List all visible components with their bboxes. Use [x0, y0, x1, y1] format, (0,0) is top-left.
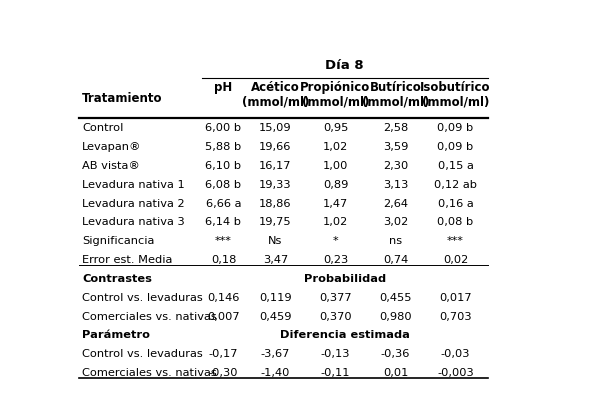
Text: 0,146: 0,146 [207, 293, 240, 303]
Text: 6,08 b: 6,08 b [206, 180, 241, 190]
Text: Diferencia estimada: Diferencia estimada [280, 330, 409, 340]
Text: Probabilidad: Probabilidad [303, 274, 386, 284]
Text: 18,86: 18,86 [259, 198, 291, 209]
Text: 1,00: 1,00 [323, 161, 348, 171]
Text: *: * [333, 236, 339, 246]
Text: -0,36: -0,36 [381, 349, 410, 359]
Text: -0,11: -0,11 [321, 368, 350, 378]
Text: -0,003: -0,003 [437, 368, 474, 378]
Text: Significancia: Significancia [82, 236, 154, 246]
Text: 6,66 a: 6,66 a [206, 198, 241, 209]
Text: Levadura nativa 2: Levadura nativa 2 [82, 198, 185, 209]
Text: 0,007: 0,007 [207, 312, 240, 322]
Text: Isobutírico
(mmol/ml): Isobutírico (mmol/ml) [420, 81, 491, 109]
Text: Control vs. levaduras: Control vs. levaduras [82, 349, 203, 359]
Text: -0,30: -0,30 [209, 368, 238, 378]
Text: 6,10 b: 6,10 b [206, 161, 241, 171]
Text: 0,12 ab: 0,12 ab [434, 180, 477, 190]
Text: Levapan®: Levapan® [82, 142, 141, 152]
Text: pH: pH [215, 81, 232, 93]
Text: Contrastes: Contrastes [82, 274, 152, 284]
Text: 1,02: 1,02 [323, 217, 348, 227]
Text: 19,33: 19,33 [259, 180, 291, 190]
Text: 0,377: 0,377 [319, 293, 352, 303]
Text: 0,455: 0,455 [379, 293, 412, 303]
Text: 0,980: 0,980 [379, 312, 412, 322]
Text: 2,30: 2,30 [383, 161, 408, 171]
Text: ns: ns [389, 236, 402, 246]
Text: 6,00 b: 6,00 b [206, 123, 241, 133]
Text: 0,09 b: 0,09 b [437, 123, 474, 133]
Text: -0,03: -0,03 [441, 349, 470, 359]
Text: 0,703: 0,703 [439, 312, 472, 322]
Text: 15,09: 15,09 [259, 123, 291, 133]
Text: 0,09 b: 0,09 b [437, 142, 474, 152]
Text: 16,17: 16,17 [259, 161, 291, 171]
Text: 0,02: 0,02 [443, 255, 468, 265]
Text: -0,17: -0,17 [209, 349, 238, 359]
Text: Butírico
(mmol/ml): Butírico (mmol/ml) [362, 81, 429, 109]
Text: Control vs. levaduras: Control vs. levaduras [82, 293, 203, 303]
Text: Control: Control [82, 123, 123, 133]
Text: Acético
(mmol/ml): Acético (mmol/ml) [242, 81, 309, 109]
Text: 0,370: 0,370 [319, 312, 352, 322]
Text: ***: *** [447, 236, 464, 246]
Text: ***: *** [215, 236, 232, 246]
Text: 0,459: 0,459 [259, 312, 291, 322]
Text: 0,017: 0,017 [439, 293, 472, 303]
Text: 19,66: 19,66 [259, 142, 291, 152]
Text: 2,58: 2,58 [383, 123, 408, 133]
Text: Levadura nativa 1: Levadura nativa 1 [82, 180, 185, 190]
Text: 1,47: 1,47 [323, 198, 348, 209]
Text: 0,15 a: 0,15 a [437, 161, 473, 171]
Text: 3,13: 3,13 [383, 180, 408, 190]
Text: 3,59: 3,59 [383, 142, 408, 152]
Text: 0,89: 0,89 [323, 180, 348, 190]
Text: 0,08 b: 0,08 b [437, 217, 474, 227]
Text: Error est. Media: Error est. Media [82, 255, 172, 265]
Text: 19,75: 19,75 [259, 217, 291, 227]
Text: 0,95: 0,95 [323, 123, 348, 133]
Text: 0,16 a: 0,16 a [437, 198, 473, 209]
Text: Ns: Ns [268, 236, 283, 246]
Text: 1,02: 1,02 [323, 142, 348, 152]
Text: Tratamiento: Tratamiento [82, 92, 162, 105]
Text: 2,64: 2,64 [383, 198, 408, 209]
Text: 0,119: 0,119 [259, 293, 291, 303]
Text: Propiónico
(mmol/ml): Propiónico (mmol/ml) [300, 81, 371, 109]
Text: 3,02: 3,02 [383, 217, 408, 227]
Text: Parámetro: Parámetro [82, 330, 150, 340]
Text: 0,74: 0,74 [383, 255, 408, 265]
Text: -3,67: -3,67 [260, 349, 290, 359]
Text: -1,40: -1,40 [260, 368, 290, 378]
Text: 0,18: 0,18 [211, 255, 236, 265]
Text: Levadura nativa 3: Levadura nativa 3 [82, 217, 185, 227]
Text: Comerciales vs. nativas: Comerciales vs. nativas [82, 368, 216, 378]
Text: -0,13: -0,13 [321, 349, 350, 359]
Text: 3,47: 3,47 [263, 255, 288, 265]
Text: AB vista®: AB vista® [82, 161, 140, 171]
Text: 6,14 b: 6,14 b [206, 217, 241, 227]
Text: Día 8: Día 8 [325, 59, 364, 72]
Text: 5,88 b: 5,88 b [206, 142, 241, 152]
Text: Comerciales vs. nativas: Comerciales vs. nativas [82, 312, 216, 322]
Text: 0,01: 0,01 [383, 368, 408, 378]
Text: 0,23: 0,23 [323, 255, 348, 265]
